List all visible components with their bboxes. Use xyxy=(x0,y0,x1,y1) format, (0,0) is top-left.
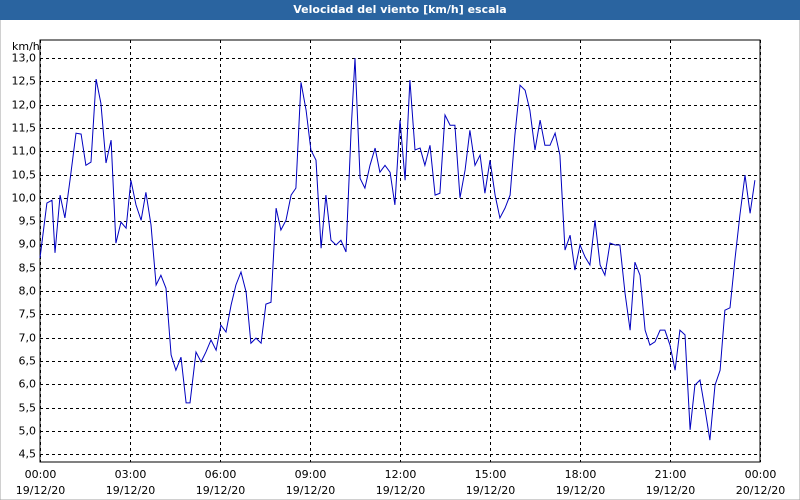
x-tick-date: 20/12/20 xyxy=(736,484,785,497)
y-tick-label: 10,0 xyxy=(12,192,37,205)
x-tick-date: 19/12/20 xyxy=(16,484,65,497)
x-tick-label: 06:00 xyxy=(205,468,237,481)
x-tick-label: 21:00 xyxy=(655,468,687,481)
y-tick-label: 10,5 xyxy=(12,169,37,182)
x-tick-date: 19/12/20 xyxy=(106,484,155,497)
y-tick-label: 6,0 xyxy=(19,378,37,391)
x-tick-label: 09:00 xyxy=(295,468,327,481)
x-tick-label: 00:00 xyxy=(745,468,777,481)
x-tick-date: 19/12/20 xyxy=(466,484,515,497)
x-tick-label: 12:00 xyxy=(385,468,417,481)
x-tick-date: 19/12/20 xyxy=(286,484,335,497)
y-axis-label: km/h xyxy=(12,40,40,53)
y-tick-label: 8,0 xyxy=(19,285,37,298)
y-tick-label: 5,0 xyxy=(19,425,37,438)
y-tick-label: 12,0 xyxy=(12,99,37,112)
x-tick-label: 18:00 xyxy=(565,468,597,481)
y-tick-label: 11,5 xyxy=(12,122,37,135)
x-tick-date: 19/12/20 xyxy=(376,484,425,497)
y-tick-label: 11,0 xyxy=(12,145,37,158)
y-tick-label: 8,5 xyxy=(19,262,37,275)
data-line xyxy=(39,58,756,441)
x-tick-date: 19/12/20 xyxy=(556,484,605,497)
title-bar xyxy=(0,0,800,20)
x-tick-date: 19/12/20 xyxy=(646,484,695,497)
y-tick-label: 4,5 xyxy=(19,448,37,461)
x-tick-label: 03:00 xyxy=(115,468,147,481)
y-tick-label: 6,5 xyxy=(19,355,37,368)
chart-title: Velocidad del viento [km/h] escala xyxy=(293,3,506,16)
x-tick-label: 15:00 xyxy=(475,468,507,481)
y-tick-label: 9,0 xyxy=(19,238,37,251)
y-tick-label: 7,5 xyxy=(19,308,37,321)
y-tick-label: 13,0 xyxy=(12,52,37,65)
y-tick-label: 12,5 xyxy=(12,75,37,88)
grid xyxy=(39,39,761,463)
y-tick-label: 7,0 xyxy=(19,332,37,345)
plot xyxy=(39,58,756,441)
x-tick-label: 00:00 xyxy=(25,468,57,481)
x-tick-date: 19/12/20 xyxy=(196,484,245,497)
y-tick-label: 5,5 xyxy=(19,402,37,415)
y-tick-label: 9,5 xyxy=(19,215,37,228)
